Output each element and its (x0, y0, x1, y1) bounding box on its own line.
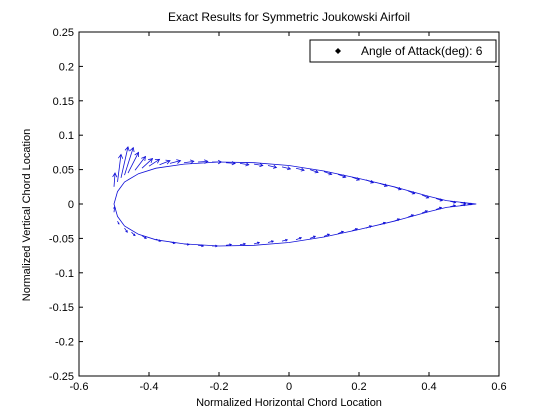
x-tick-label: 0.4 (421, 381, 436, 393)
velocity-arrow (393, 186, 402, 191)
velocity-arrow (351, 176, 361, 181)
velocity-arrow (337, 174, 347, 179)
velocity-arrow (113, 205, 116, 213)
velocity-arrow (131, 231, 136, 237)
velocity-arrow (467, 203, 473, 206)
legend-box (309, 39, 497, 63)
velocity-arrow (309, 169, 319, 174)
velocity-arrow (435, 198, 444, 202)
velocity-arrow (379, 182, 388, 187)
velocity-arrow (197, 244, 205, 248)
velocity-arrow (351, 228, 359, 232)
velocity-arrow (197, 159, 209, 164)
x-axis: -0.6 -0.4 -0.2 0 0.2 0.4 0.6 (70, 32, 507, 393)
airfoil-surface (113, 161, 477, 247)
x-tick-label: -0.6 (70, 381, 89, 393)
y-tick-label: -0.1 (55, 268, 74, 280)
velocity-arrow (253, 162, 264, 168)
velocity-arrow (393, 218, 401, 222)
velocity-arrow (337, 230, 345, 234)
velocity-arrow (159, 159, 171, 166)
y-tick-label: 0 (68, 199, 74, 211)
velocity-arrow (169, 159, 182, 164)
velocity-arrow (183, 243, 190, 246)
velocity-arrow (421, 210, 429, 214)
velocity-arrow (253, 241, 261, 245)
velocity-arrow (239, 162, 250, 167)
y-tick-label: 0.1 (59, 130, 74, 142)
velocity-arrow (267, 240, 275, 243)
velocity-arrow (323, 171, 333, 176)
velocity-arrow (117, 221, 120, 225)
velocity-arrow (460, 203, 467, 207)
y-axis: 0.25 0.2 0.15 0.1 0.05 0 -0.05 -0.1 -0.15 -0.2 -0.… (49, 27, 499, 383)
velocity-arrow (225, 161, 236, 166)
y-tick-label: 0.15 (53, 96, 74, 108)
chart-title: Exact Results for Symmetric Joukowski Ai… (168, 10, 410, 24)
y-tick-label: -0.25 (49, 371, 74, 383)
velocity-arrow (379, 221, 387, 226)
x-tick-label: 0 (286, 381, 292, 393)
velocity-arrow (225, 243, 233, 247)
velocity-arrow (407, 214, 415, 218)
velocity-arrow (295, 167, 305, 172)
velocity-arrow (295, 237, 303, 241)
velocity-arrow (112, 172, 118, 187)
y-tick-label: 0.2 (59, 61, 74, 73)
velocity-arrow (155, 238, 162, 242)
y-tick-label: 0.25 (53, 27, 74, 39)
velocity-arrow (449, 204, 457, 208)
velocity-arrow (460, 201, 467, 205)
velocity-arrow (120, 146, 130, 178)
legend-label: Angle of Attack(deg): 6 (361, 44, 483, 58)
velocity-arrow (141, 158, 154, 169)
velocity-arrow (141, 235, 147, 239)
velocity-arrow (117, 153, 124, 183)
velocity-arrow (134, 155, 147, 171)
y-tick-label: 0.05 (53, 165, 74, 177)
airfoil-outline (113, 161, 477, 247)
velocity-arrow (281, 166, 292, 171)
velocity-arrow (124, 227, 128, 233)
velocity-arrow (169, 241, 176, 245)
velocity-arrow (127, 151, 139, 174)
velocity-arrow (407, 190, 416, 195)
velocity-arrow (212, 244, 219, 248)
velocity-vectors (112, 146, 473, 248)
x-tick-label: -0.4 (140, 381, 159, 393)
velocity-arrow (267, 164, 278, 169)
x-tick-label: -0.2 (210, 381, 229, 393)
velocity-arrow (148, 158, 161, 167)
velocity-arrow (124, 146, 135, 176)
velocity-arrow (309, 235, 317, 239)
x-axis-label: Normalized Horizontal Chord Location (196, 397, 382, 409)
velocity-arrow (449, 200, 457, 204)
y-tick-label: -0.05 (49, 233, 74, 245)
legend-diamond-icon (335, 48, 341, 54)
x-tick-label: 0.6 (491, 381, 506, 393)
velocity-arrow (365, 179, 375, 184)
velocity-arrow (421, 194, 430, 199)
legend: Angle of Attack(deg): 6 (309, 39, 497, 63)
velocity-arrow (281, 238, 289, 242)
velocity-arrow (183, 159, 195, 165)
x-tick-label: 0.2 (351, 381, 366, 393)
velocity-arrow (323, 233, 331, 237)
velocity-arrow (239, 242, 247, 246)
y-axis-label: Normalized Vertical Chord Location (21, 129, 33, 301)
velocity-arrow (365, 225, 373, 229)
y-tick-label: -0.15 (49, 302, 74, 314)
y-tick-label: -0.2 (55, 337, 74, 349)
velocity-arrow (435, 206, 443, 210)
velocity-arrow (212, 159, 223, 165)
